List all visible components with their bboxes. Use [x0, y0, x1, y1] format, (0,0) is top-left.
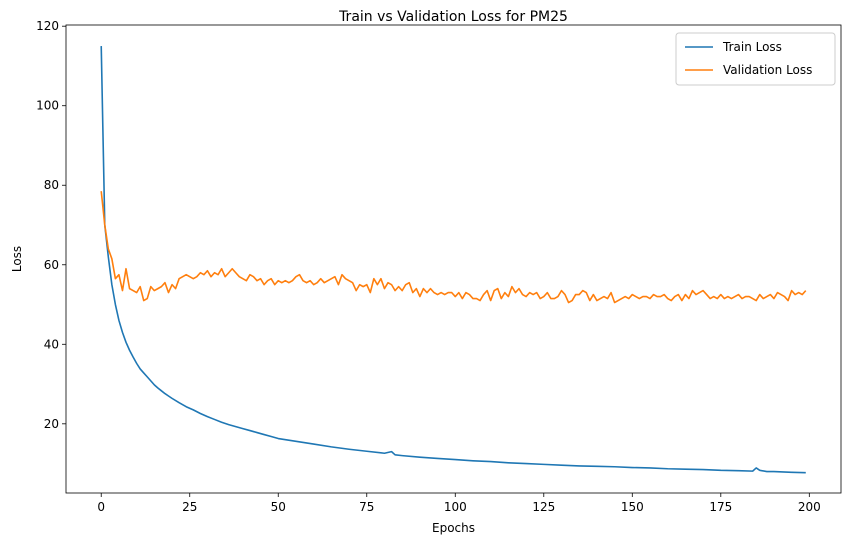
chart-title: Train vs Validation Loss for PM25 [338, 9, 568, 25]
x-tick-label: 50 [271, 500, 286, 514]
y-axis-label: Loss [10, 246, 24, 272]
y-tick-label: 100 [36, 99, 59, 113]
plot-frame [65, 24, 842, 494]
x-tick-label: 100 [444, 500, 467, 514]
axis-ticks: 0 25 50 75 100 125 150 175 200 20 40 60 80 100 120 [36, 19, 821, 514]
legend-label-validation: Validation Loss [723, 63, 812, 77]
plot-lines [100, 46, 807, 474]
x-tick-label: 125 [532, 500, 555, 514]
y-tick-label: 20 [44, 417, 59, 431]
x-tick-label: 150 [621, 500, 644, 514]
x-tick-label: 200 [798, 500, 821, 514]
x-tick-label: 0 [97, 500, 105, 514]
legend: Train Loss Validation Loss [675, 32, 836, 86]
x-tick-label: 75 [359, 500, 374, 514]
y-tick-label: 40 [44, 337, 59, 351]
validation-loss-line [100, 191, 807, 304]
y-tick-label: 120 [36, 19, 59, 33]
train-loss-line [100, 46, 806, 474]
legend-box [675, 32, 836, 86]
x-axis-label: Epochs [432, 521, 475, 535]
y-tick-label: 60 [44, 258, 59, 272]
x-tick-label: 175 [709, 500, 732, 514]
x-tick-label: 25 [182, 500, 197, 514]
legend-label-train: Train Loss [722, 40, 782, 54]
y-tick-label: 80 [44, 178, 59, 192]
